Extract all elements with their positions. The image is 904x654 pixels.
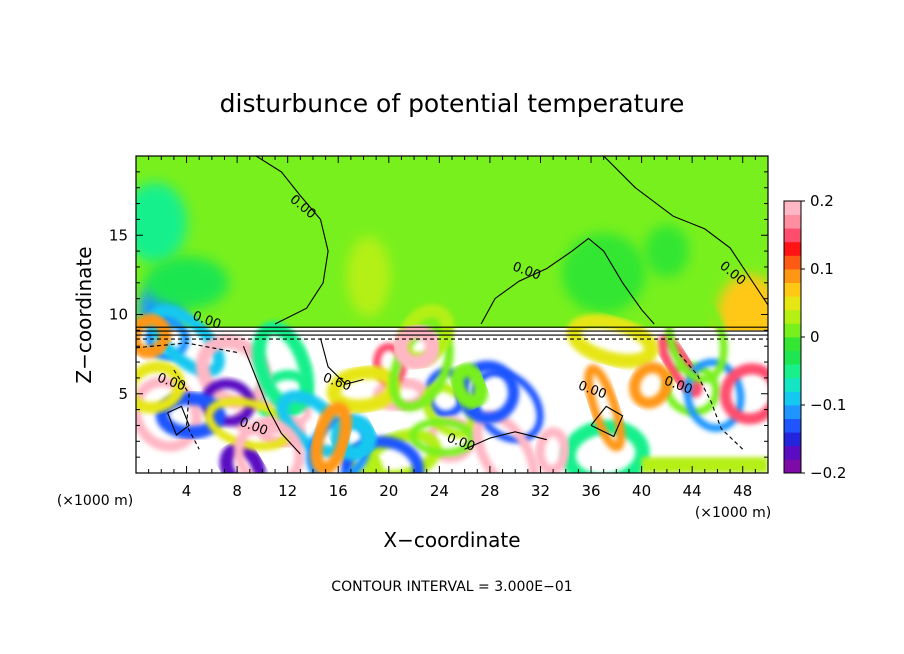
swirl-band xyxy=(449,362,489,410)
colorbar-tick-label: −0.1 xyxy=(810,396,846,414)
dashed-contour xyxy=(136,342,238,354)
x-unit-right: (×1000 m) xyxy=(695,505,771,521)
colorbar-segment xyxy=(784,364,801,379)
colorbar-tick-label: 0.1 xyxy=(810,260,834,278)
x-unit-left: (×1000 m) xyxy=(57,493,133,509)
y-axis: 5 10 15 xyxy=(109,171,768,458)
colorbar-segment xyxy=(784,418,801,433)
upper-anomaly xyxy=(346,236,391,317)
contour-zero-left xyxy=(255,156,329,325)
swirl-band xyxy=(535,427,570,473)
x-tick-label: 24 xyxy=(430,482,449,500)
colorbar-segment xyxy=(784,350,801,365)
colorbar-segment xyxy=(784,241,801,256)
x-tick-label: 48 xyxy=(733,482,752,500)
colorbar-segment xyxy=(784,391,801,406)
upper-anomaly xyxy=(561,233,646,314)
upper-anomaly xyxy=(136,182,187,263)
plot-area xyxy=(136,156,768,473)
dashed-contour xyxy=(173,369,200,450)
swirl-band xyxy=(310,402,353,473)
contour-zero-right xyxy=(603,156,768,306)
x-tick-label: 32 xyxy=(531,482,550,500)
swirl-band xyxy=(252,321,315,414)
colorbar-tick-label: −0.2 xyxy=(810,464,846,482)
closed-contour xyxy=(590,405,624,438)
x-tick-label: 20 xyxy=(379,482,398,500)
x-tick-label: 44 xyxy=(683,482,702,500)
colorbar-segment xyxy=(784,309,801,324)
solid-contour xyxy=(242,345,301,455)
colorbar-tick-label: 0 xyxy=(810,328,820,346)
swirl-band xyxy=(341,435,424,473)
swirl-band xyxy=(155,391,226,440)
dashed-contour xyxy=(679,353,744,450)
x-tick-label: 16 xyxy=(329,482,348,500)
swirl-band xyxy=(629,362,673,409)
x-tick-label: 36 xyxy=(581,482,600,500)
swirl-band xyxy=(195,335,272,410)
x-tick-label: 4 xyxy=(182,482,192,500)
y-tick-label: 15 xyxy=(109,226,128,244)
upper-anomaly xyxy=(144,256,229,309)
colorbar-segment xyxy=(784,269,801,283)
swirl-band xyxy=(393,324,441,371)
colorbar-segment xyxy=(784,201,801,215)
contour-interval-note: CONTOUR INTERVAL = 3.000E−01 xyxy=(331,579,572,595)
colorbar-segment xyxy=(784,432,801,447)
closed-contour xyxy=(167,405,190,436)
x-axis-label: X−coordinate xyxy=(383,528,520,552)
x-tick-label: 40 xyxy=(632,482,651,500)
colorbar-segment xyxy=(784,337,801,351)
chart-title: disturbunce of potential temperature xyxy=(220,89,685,118)
colorbar-segment xyxy=(784,445,801,460)
colorbar-segment xyxy=(784,459,801,474)
y-axis-label: Z−coordinate xyxy=(72,246,96,383)
contour-lines xyxy=(136,156,768,455)
colorbar-segment xyxy=(784,282,801,297)
swirl-band xyxy=(136,361,186,414)
x-axis: 4 8 12 16 20 24 28 32 36 40 44 48 xyxy=(148,156,756,500)
colorbar-segment xyxy=(784,255,801,270)
swirl-band xyxy=(409,418,476,457)
y-tick-label: 5 xyxy=(118,385,128,403)
colorbar-tick-label: 0.2 xyxy=(810,192,834,210)
ground-band xyxy=(641,457,768,473)
solid-contour xyxy=(319,338,364,385)
colorbar-segment xyxy=(784,323,801,338)
swirl-band xyxy=(219,442,266,473)
colorbar-segment xyxy=(784,228,801,243)
y-tick-label: 10 xyxy=(109,306,128,324)
upper-anomaly xyxy=(644,225,689,278)
swirl-band xyxy=(720,363,768,425)
swirl-band xyxy=(657,335,703,398)
solid-contour xyxy=(464,431,547,450)
lower-turbulent-layer xyxy=(136,292,768,473)
colorbar-segment xyxy=(784,377,801,392)
swirl-band xyxy=(233,418,305,473)
colorbar-segment xyxy=(784,405,801,419)
colorbar-segment xyxy=(784,214,801,229)
colorbar-segment xyxy=(784,296,801,311)
swirl-band xyxy=(363,428,442,473)
contour-zero-middle xyxy=(480,237,655,325)
swirl-band xyxy=(584,364,626,452)
x-tick-label: 8 xyxy=(232,482,242,500)
colorbar: 0.2 0.1 0 −0.1 −0.2 xyxy=(783,192,846,482)
swirl-band xyxy=(136,313,172,359)
x-tick-label: 12 xyxy=(278,482,297,500)
x-tick-label: 28 xyxy=(480,482,499,500)
